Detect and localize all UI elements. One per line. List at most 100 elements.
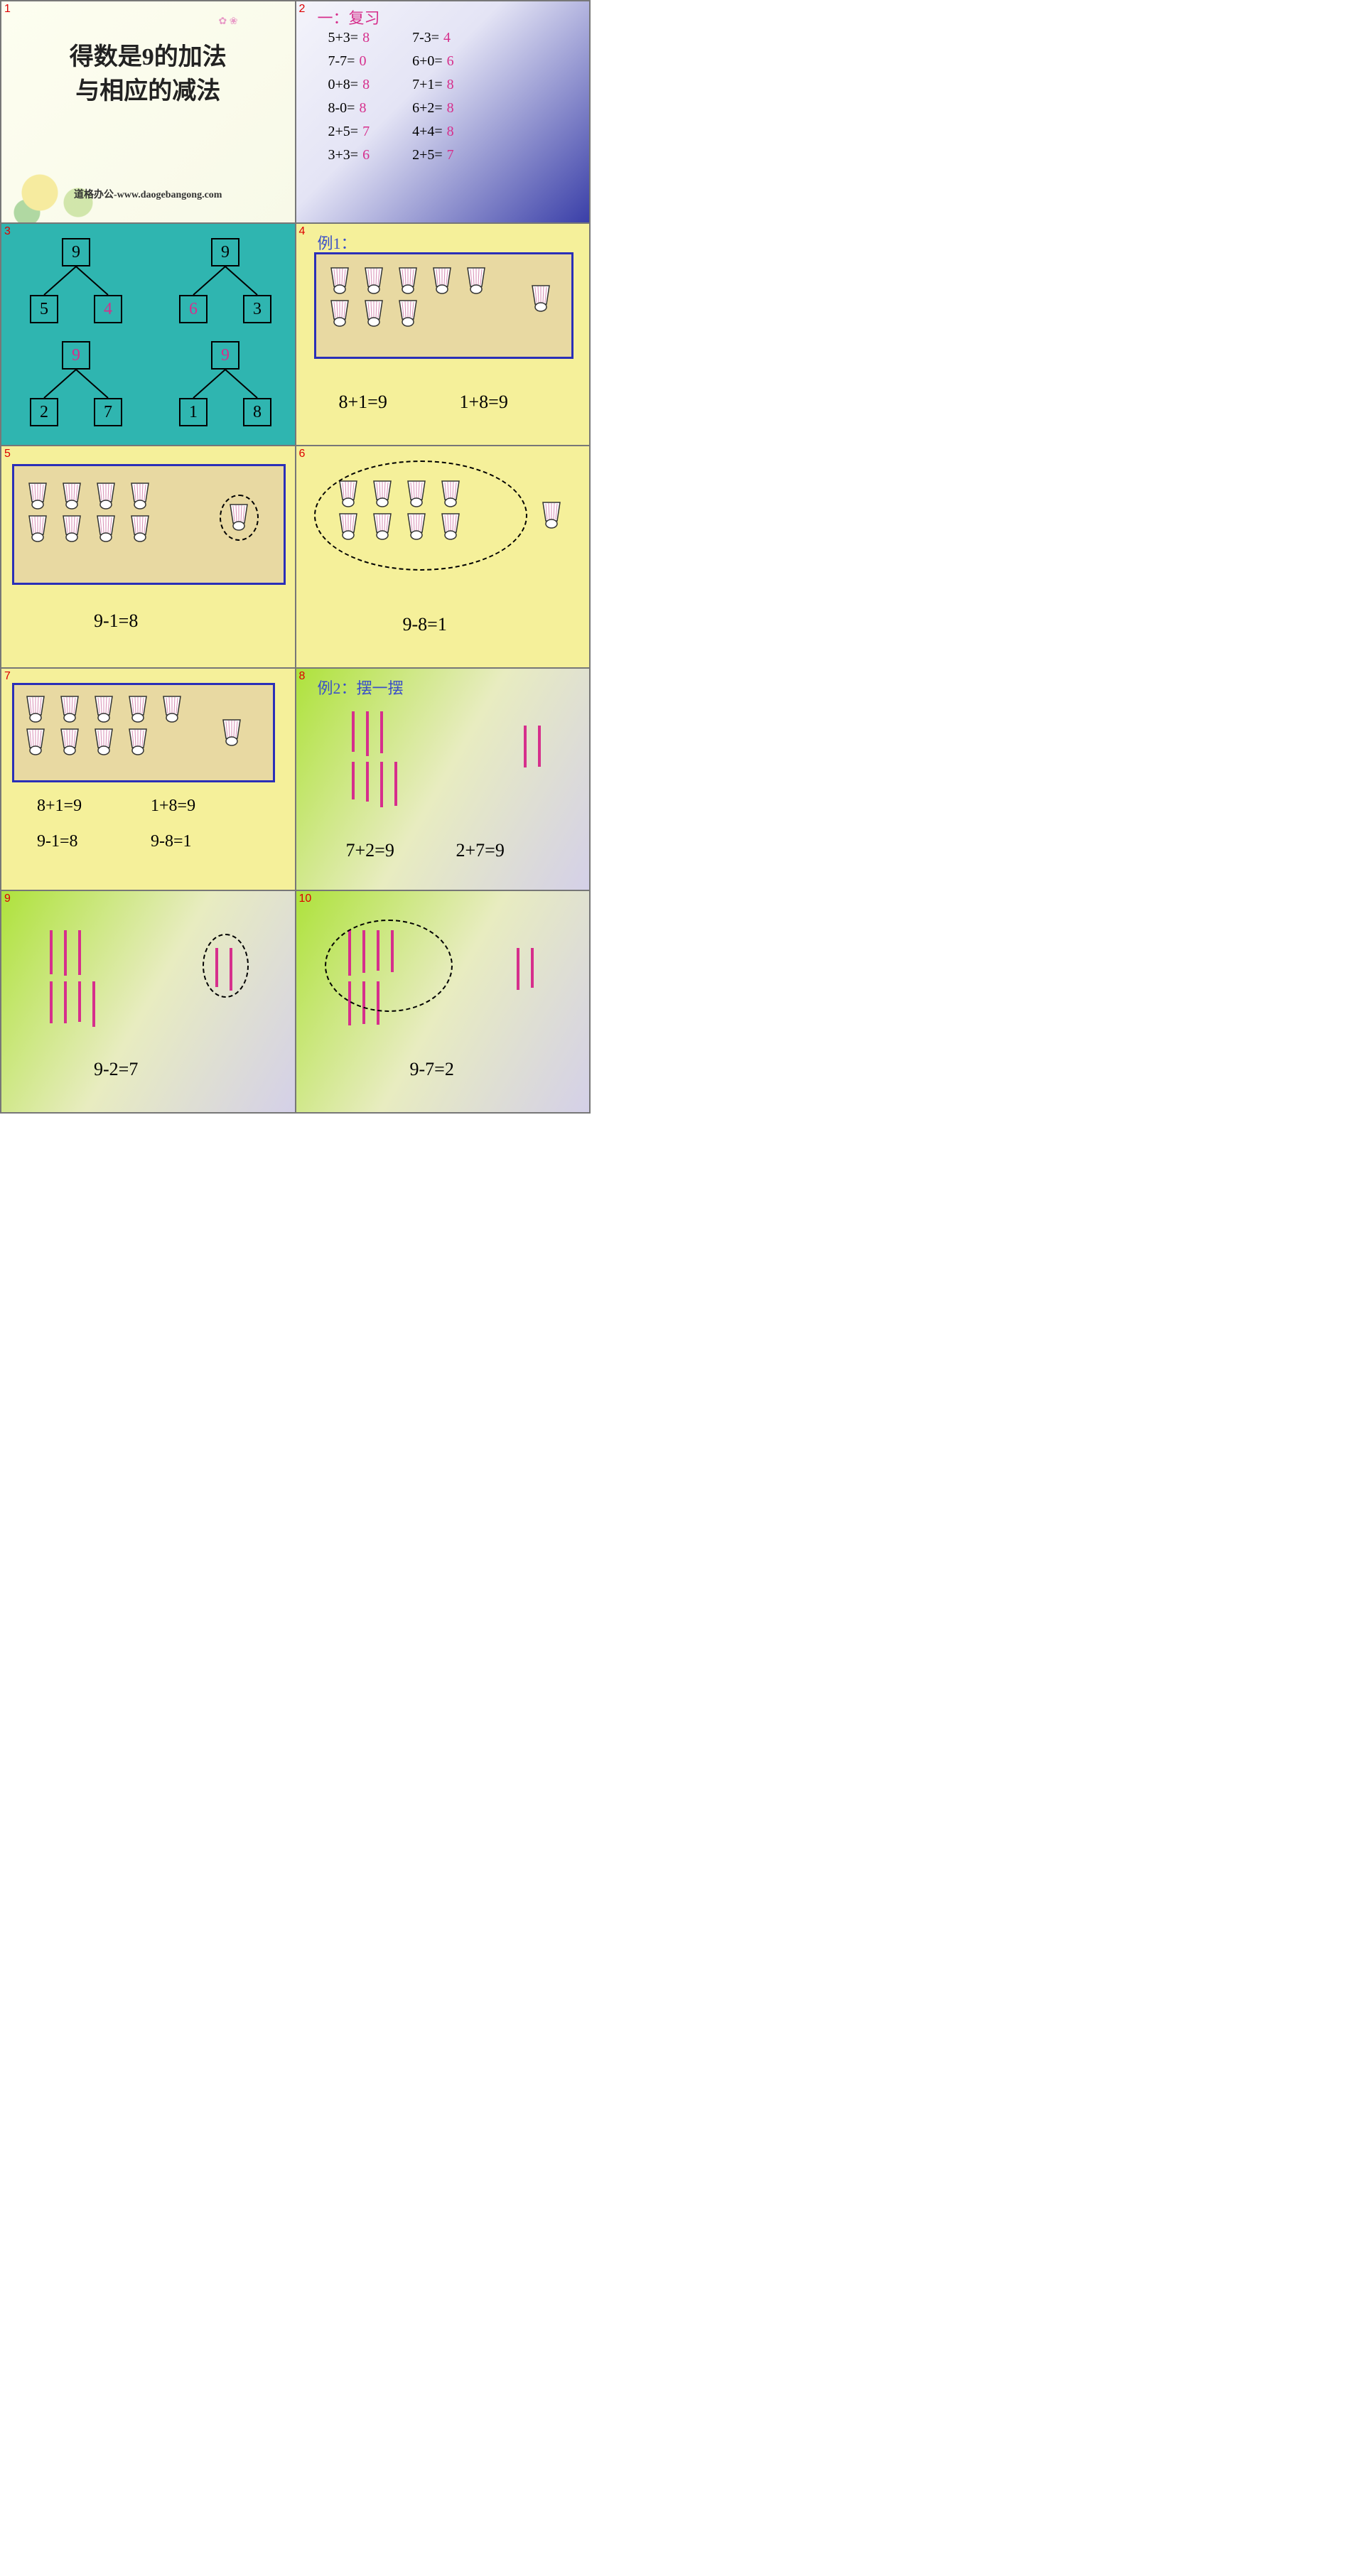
- bond-right: 7: [94, 398, 122, 426]
- shuttlecock-icon: [59, 513, 85, 543]
- answer: 0: [359, 53, 366, 69]
- bond-right: 8: [243, 398, 271, 426]
- stick-icon: [78, 981, 81, 1022]
- stick-icon: [380, 711, 383, 753]
- shuttlecock-icon: [395, 298, 421, 328]
- question: 7-3=: [412, 30, 439, 45]
- shuttle-frame: [314, 252, 573, 359]
- answer: 8: [447, 100, 454, 116]
- stick-icon: [50, 981, 53, 1023]
- shuttlecock-icon: [127, 480, 153, 510]
- shuttlecock-icon: [91, 726, 117, 756]
- equation-4: 9-8=1: [151, 832, 192, 851]
- shuttle-group-8: [25, 480, 156, 543]
- question: 7+1=: [412, 77, 443, 92]
- stick-row: [346, 711, 403, 756]
- number-bond: 92 7: [23, 341, 129, 426]
- shuttlecock-icon: [429, 265, 455, 295]
- shuttlecock-icon: [23, 726, 48, 756]
- equation-row: 3+3=6: [328, 147, 370, 163]
- equation-row: 0+8=8: [328, 77, 370, 93]
- equation-row: 7+1=8: [412, 77, 454, 93]
- right-column: 7-3=4 6+0=6 7+1=8 6+2=8 4+4= 8 2+5=7: [412, 30, 454, 171]
- question: 4+4=: [412, 124, 443, 139]
- number-bond: 91 8: [172, 341, 279, 426]
- question: 0+8=: [328, 77, 359, 92]
- stick-row: [44, 930, 101, 976]
- number-bond: 963: [172, 238, 279, 323]
- shuttle-single: [219, 717, 244, 747]
- bond-right: 3: [243, 295, 271, 323]
- slide-number: 1: [4, 3, 11, 16]
- main-title: 得数是9的加法 与相应的减法: [1, 41, 295, 108]
- shuttlecock-icon: [361, 265, 387, 295]
- stick-icon: [517, 948, 519, 990]
- question: 2+5=: [328, 124, 359, 139]
- bond-top: 9: [211, 341, 239, 370]
- question: 8-0=: [328, 100, 355, 116]
- stick-icon: [538, 726, 541, 767]
- slide-number: 3: [4, 225, 11, 238]
- answer: 8: [362, 30, 370, 45]
- slide-number: 2: [299, 3, 306, 16]
- flower-decoration: [1, 123, 129, 222]
- bond-top: 9: [62, 238, 90, 266]
- shuttlecock-icon: [23, 694, 48, 723]
- question: 6+2=: [412, 100, 443, 116]
- bond-right: 4: [94, 295, 122, 323]
- slide-1: 1 ✿ ❀ 得数是9的加法 与相应的减法 道格办公-www.daogebango…: [1, 1, 296, 223]
- stick-icon: [380, 762, 383, 807]
- example-header: 例2：摆一摆: [318, 676, 404, 699]
- shuttlecock-icon: [219, 717, 244, 747]
- stick-row: [346, 762, 403, 807]
- stick-icon: [78, 930, 81, 975]
- shuttlecock-icon: [361, 298, 387, 328]
- shuttlecock-icon: [395, 265, 421, 295]
- equation-2: 1+8=9: [151, 797, 195, 816]
- title-line-1: 得数是9的加法: [1, 41, 295, 75]
- bond-left: 1: [179, 398, 208, 426]
- stick-row: [518, 726, 546, 767]
- sticks-group-7: [346, 711, 403, 813]
- title-line-2: 与相应的减法: [1, 75, 295, 109]
- equation-row: 6+0=6: [412, 53, 454, 70]
- bond-top: 9: [211, 238, 239, 266]
- equation-row: 7-3=4: [412, 30, 454, 46]
- question: 6+0=: [412, 53, 443, 69]
- slide-4: 4 例1： 8+1=9 1+8=9: [296, 223, 591, 446]
- question: 3+3=: [328, 147, 359, 163]
- equation-row: 5+3=8: [328, 30, 370, 46]
- stick-icon: [352, 762, 355, 799]
- slide-6: 6 9-8=1: [296, 446, 591, 668]
- slide-9: 9 9-2=7: [1, 890, 296, 1113]
- stick-icon: [531, 948, 534, 988]
- equation-row: 6+2=8: [412, 100, 454, 117]
- equation: 9-1=8: [94, 610, 138, 632]
- shuttlecock-icon: [25, 513, 50, 543]
- bond-top: 9: [62, 341, 90, 370]
- bond-left: 2: [30, 398, 58, 426]
- shuttlecock-icon: [59, 480, 85, 510]
- shuttle-single: [539, 500, 564, 529]
- dash-circle-icon: [203, 934, 249, 998]
- equation-row: 2+5=7: [412, 147, 454, 163]
- stick-icon: [64, 981, 67, 1023]
- stick-icon: [366, 762, 369, 802]
- shuttlecock-icon: [125, 694, 151, 723]
- equation: 9-7=2: [410, 1059, 454, 1080]
- slide-number: 9: [4, 893, 11, 905]
- shuttle-group-8: [23, 694, 188, 756]
- slide-number: 5: [4, 448, 11, 460]
- stick-icon: [524, 726, 527, 767]
- shuttlecock-icon: [25, 480, 50, 510]
- stick-row: [511, 948, 539, 990]
- left-column: 5+3=87-7=00+8=88-0=82+5=73+3=6: [328, 30, 370, 171]
- equation-1: 8+1=9: [339, 392, 387, 413]
- equation: 9-2=7: [94, 1059, 138, 1080]
- slide-7: 7 8+1=9 1+8=9 9-1=8 9-8=1: [1, 668, 296, 890]
- equation-row: 7-7=0: [328, 53, 370, 70]
- equation-columns: 5+3=87-7=00+8=88-0=82+5=73+3=6 7-3=46+0=…: [328, 30, 576, 171]
- slide-number: 8: [299, 670, 306, 683]
- shuttlecock-icon: [528, 283, 554, 313]
- example-header: 例1：: [318, 231, 357, 254]
